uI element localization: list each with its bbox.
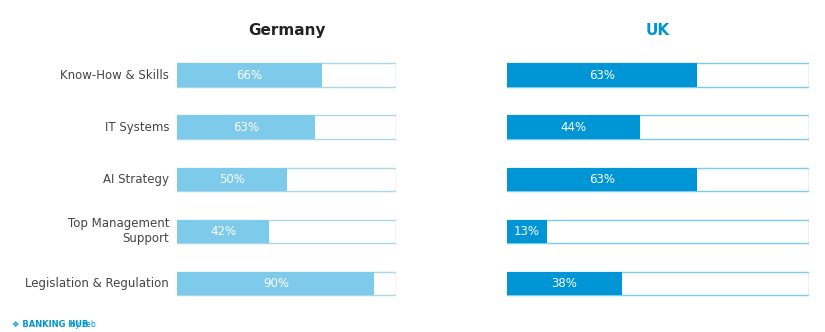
Bar <box>507 168 697 191</box>
Text: 63%: 63% <box>233 121 259 134</box>
Bar <box>507 168 808 191</box>
Text: 44%: 44% <box>560 121 587 134</box>
Text: ❖ BANKING HUB: ❖ BANKING HUB <box>12 320 89 329</box>
Text: 38%: 38% <box>552 277 578 290</box>
Title: Germany: Germany <box>248 23 325 39</box>
Text: 90%: 90% <box>262 277 289 290</box>
Text: Know-How & Skills: Know-How & Skills <box>60 69 169 82</box>
Text: IT Systems: IT Systems <box>105 121 169 134</box>
Bar <box>507 220 808 243</box>
Bar <box>177 63 396 87</box>
Bar <box>177 168 396 191</box>
Bar <box>507 63 808 87</box>
Bar <box>507 116 640 139</box>
Text: 63%: 63% <box>589 173 615 186</box>
Text: Top Management
Support: Top Management Support <box>68 217 169 245</box>
Bar <box>507 272 808 295</box>
Text: 13%: 13% <box>514 225 540 238</box>
Bar <box>177 168 287 191</box>
Text: 66%: 66% <box>237 69 262 82</box>
Bar <box>507 116 808 139</box>
Bar <box>177 116 396 139</box>
Text: 42%: 42% <box>210 225 236 238</box>
Title: UK: UK <box>646 23 670 39</box>
Bar <box>177 272 375 295</box>
Text: 50%: 50% <box>219 173 245 186</box>
Bar <box>177 63 322 87</box>
Text: Legislation & Regulation: Legislation & Regulation <box>26 277 169 290</box>
Bar <box>177 116 315 139</box>
Bar <box>177 220 269 243</box>
Bar <box>507 63 697 87</box>
Bar <box>177 272 396 295</box>
Text: 63%: 63% <box>589 69 615 82</box>
Bar <box>507 220 546 243</box>
Text: AI Strategy: AI Strategy <box>103 173 169 186</box>
Bar <box>507 272 622 295</box>
Bar <box>177 220 396 243</box>
Text: by zeb: by zeb <box>68 320 97 329</box>
